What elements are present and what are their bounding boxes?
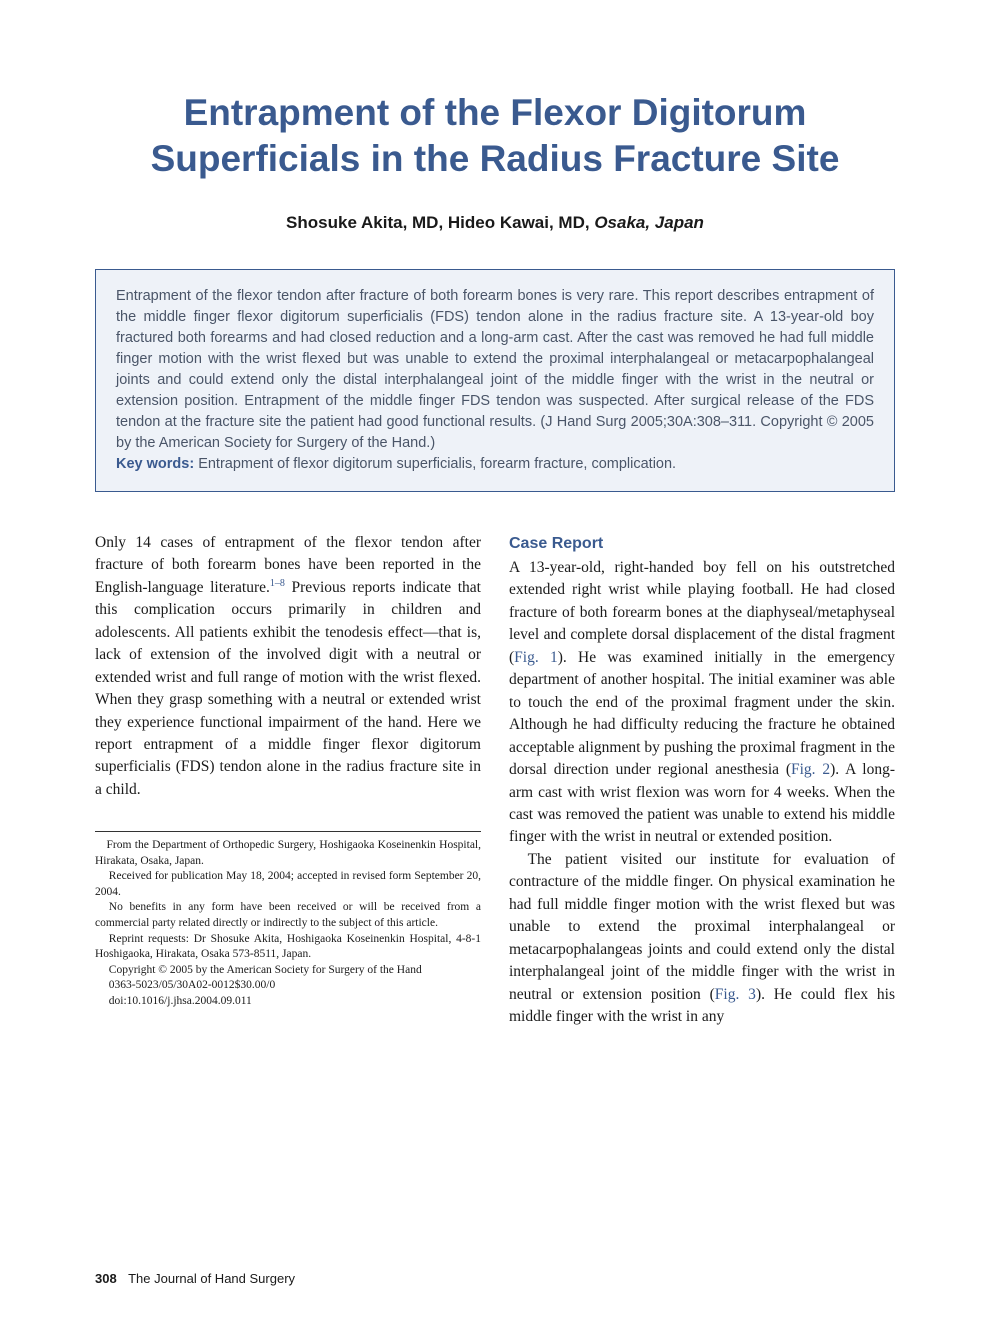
journal-name: The Journal of Hand Surgery: [128, 1271, 295, 1286]
article-title: Entrapment of the Flexor Digitorum Super…: [95, 90, 895, 183]
footnote-coi: No benefits in any form have been receiv…: [95, 900, 481, 931]
intro-text-b: Previous reports indicate that this comp…: [95, 579, 481, 798]
figure-ref-1[interactable]: Fig. 1: [514, 649, 558, 666]
authors-names: Shosuke Akita, MD, Hideo Kawai, MD,: [286, 213, 594, 232]
section-heading-case-report: Case Report: [509, 532, 895, 555]
column-left: Only 14 cases of entrapment of the flexo…: [95, 532, 481, 1029]
case-p2-a: The patient visited our institute for ev…: [509, 851, 895, 1003]
footnote-issn: 0363-5023/05/30A02-0012$30.00/0: [95, 978, 481, 994]
page-number: 308: [95, 1271, 117, 1286]
column-right: Case Report A 13-year-old, right-handed …: [509, 532, 895, 1029]
keywords-text: Entrapment of flexor digitorum superfici…: [198, 456, 676, 472]
footnote-doi: doi:10.1016/j.jhsa.2004.09.011: [95, 994, 481, 1010]
abstract-text: Entrapment of the flexor tendon after fr…: [116, 288, 874, 451]
footnote-copyright: Copyright © 2005 by the American Society…: [95, 963, 481, 979]
page-footer: 308 The Journal of Hand Surgery: [95, 1271, 295, 1286]
intro-paragraph: Only 14 cases of entrapment of the flexo…: [95, 532, 481, 802]
footnote-affiliation: From the Department of Orthopedic Surger…: [95, 838, 481, 869]
figure-ref-2[interactable]: Fig. 2: [791, 761, 830, 778]
abstract-box: Entrapment of the flexor tendon after fr…: [95, 269, 895, 492]
case-paragraph-2: The patient visited our institute for ev…: [509, 849, 895, 1029]
footnote-reprints: Reprint requests: Dr Shosuke Akita, Hosh…: [95, 932, 481, 963]
case-paragraph-1: A 13-year-old, right-handed boy fell on …: [509, 557, 895, 849]
authors-affiliation: Osaka, Japan: [594, 213, 704, 232]
figure-ref-3[interactable]: Fig. 3: [715, 986, 756, 1003]
footnote-dates: Received for publication May 18, 2004; a…: [95, 869, 481, 900]
body-columns: Only 14 cases of entrapment of the flexo…: [95, 532, 895, 1029]
keywords-label: Key words:: [116, 456, 198, 472]
case-p1-b: ). He was examined initially in the emer…: [509, 649, 895, 778]
footnotes-block: From the Department of Orthopedic Surger…: [95, 831, 481, 1009]
citation-superscript[interactable]: 1–8: [270, 578, 285, 589]
authors-line: Shosuke Akita, MD, Hideo Kawai, MD, Osak…: [95, 213, 895, 233]
